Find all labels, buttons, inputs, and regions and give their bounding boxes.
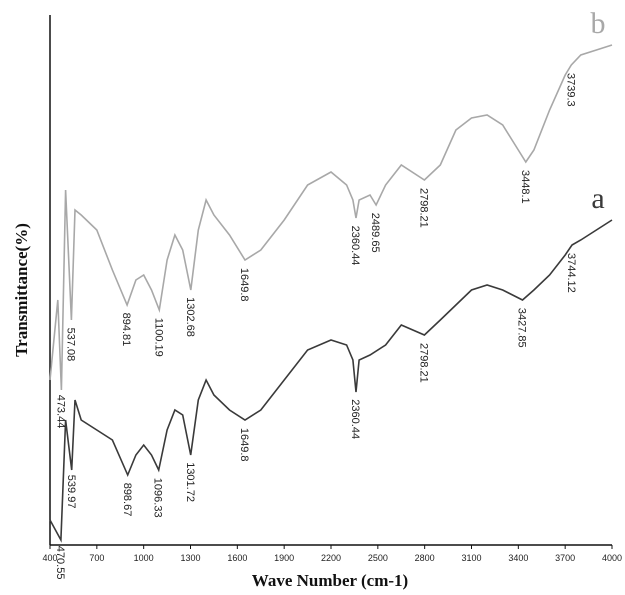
- peak-label: 2798.21: [417, 188, 429, 228]
- peak-label: 2360.44: [349, 399, 361, 439]
- peak-label: 2360.44: [349, 226, 361, 266]
- x-tick-label: 3700: [555, 553, 575, 563]
- peak-label: 894.81: [120, 313, 132, 347]
- x-tick-label: 1000: [134, 553, 154, 563]
- x-tick-label: 2800: [415, 553, 435, 563]
- x-tick-label: 700: [89, 553, 104, 563]
- spectrum-line: [49, 219, 613, 543]
- x-tick-label: 4000: [602, 553, 622, 563]
- x-tick-label: 400: [42, 553, 57, 563]
- peak-label: 898.67: [121, 483, 133, 517]
- peak-label: 1096.33: [152, 478, 164, 518]
- peak-label: 2489.65: [369, 213, 381, 253]
- peak-label: 1649.8: [238, 268, 250, 302]
- series-label: b: [591, 7, 606, 40]
- x-tick-label: 1900: [274, 553, 294, 563]
- peak-label: 3739.3: [564, 73, 576, 107]
- x-tick-label: 2200: [321, 553, 341, 563]
- x-tick-label: 1300: [180, 553, 200, 563]
- peak-label: 3427.85: [516, 308, 528, 348]
- peak-label: 1649.8: [238, 428, 250, 462]
- peak-label: 539.97: [65, 475, 77, 509]
- x-axis-title: Wave Number (cm-1): [252, 571, 408, 590]
- peak-label: 1302.68: [184, 297, 196, 337]
- peak-label: 3448.1: [519, 170, 531, 204]
- spectrum-line: [49, 44, 613, 391]
- x-tick-label: 3400: [508, 553, 528, 563]
- peak-label: 1301.72: [184, 462, 196, 502]
- peak-label: 473.44: [55, 395, 67, 429]
- y-axis-title: Transmittance(%): [12, 223, 31, 357]
- peak-label: 537.08: [64, 328, 76, 362]
- series-label: a: [591, 182, 604, 215]
- peak-label: 470.55: [54, 546, 66, 580]
- x-tick-label: 2500: [368, 553, 388, 563]
- peak-label: 2798.21: [417, 343, 429, 383]
- peak-label: 1100.19: [152, 318, 164, 357]
- peak-label: 3744.12: [565, 253, 577, 293]
- x-tick-label: 3100: [461, 553, 481, 563]
- x-tick-label: 1600: [227, 553, 247, 563]
